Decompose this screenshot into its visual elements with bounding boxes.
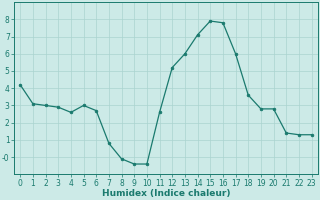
X-axis label: Humidex (Indice chaleur): Humidex (Indice chaleur)	[102, 189, 230, 198]
